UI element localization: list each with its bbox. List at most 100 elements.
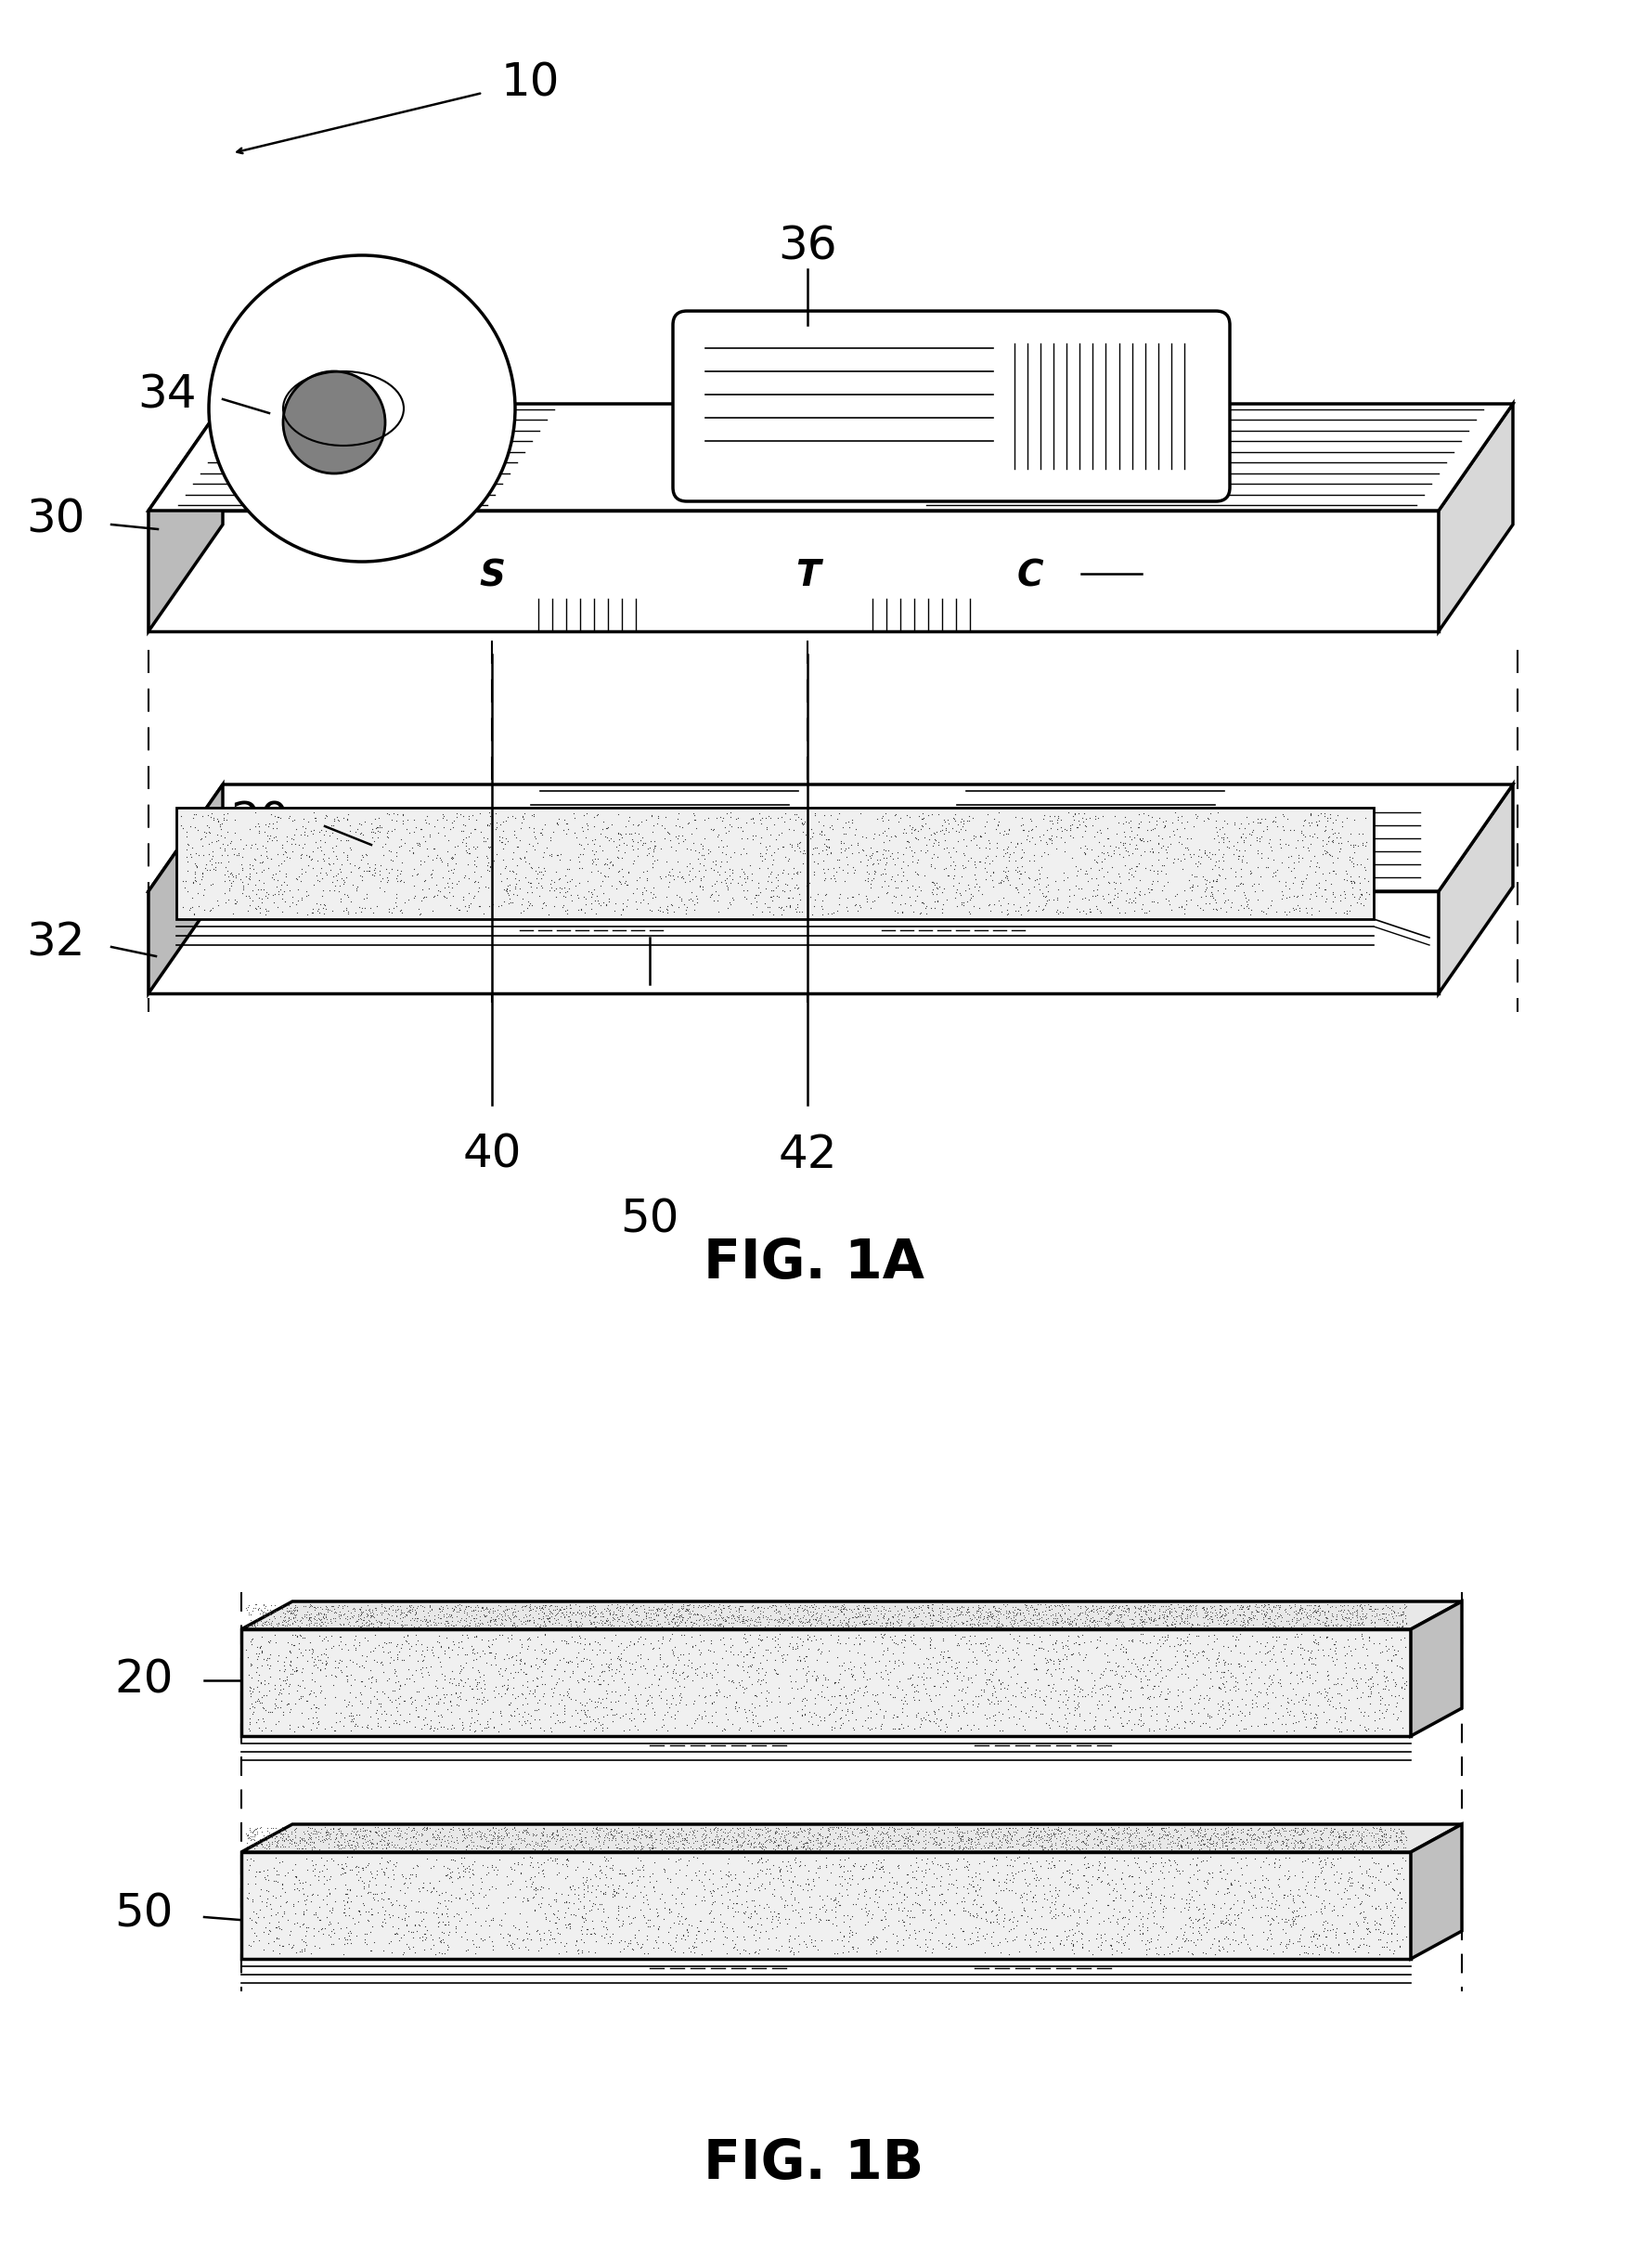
Point [484, 1851, 510, 1887]
Point [1140, 1588, 1166, 1624]
Point [1288, 1821, 1314, 1857]
Point [1307, 1821, 1333, 1857]
Point [677, 1810, 703, 1846]
Point [641, 1844, 667, 1880]
Point [597, 1814, 624, 1851]
Point [1135, 1812, 1161, 1848]
Point [790, 1683, 816, 1719]
Point [516, 1916, 542, 1953]
Point [254, 1819, 280, 1855]
Point [539, 1678, 565, 1715]
Point [1283, 1810, 1309, 1846]
Point [690, 1812, 716, 1848]
Point [700, 1606, 726, 1642]
Point [928, 1701, 954, 1737]
Point [720, 880, 746, 916]
Point [327, 850, 353, 887]
Point [570, 1812, 596, 1848]
Point [511, 1599, 537, 1635]
Point [737, 1826, 764, 1862]
Point [827, 1606, 853, 1642]
Point [1004, 1823, 1031, 1860]
Point [296, 1819, 322, 1855]
Point [199, 891, 225, 928]
Point [646, 891, 672, 928]
Point [484, 1599, 510, 1635]
Point [744, 1590, 770, 1626]
Point [311, 887, 337, 923]
Point [524, 1826, 550, 1862]
Point [1291, 1694, 1317, 1730]
Point [772, 1887, 798, 1923]
Point [1110, 1898, 1136, 1935]
Point [580, 1887, 606, 1923]
Point [817, 1617, 843, 1653]
Point [1280, 1878, 1306, 1914]
Point [467, 1601, 493, 1637]
Point [1026, 1817, 1052, 1853]
Point [737, 1812, 764, 1848]
Point [511, 1588, 537, 1624]
Point [1169, 826, 1195, 862]
Point [1032, 1601, 1058, 1637]
Point [1262, 1597, 1288, 1633]
Point [824, 1935, 850, 1971]
Point [798, 1823, 824, 1860]
Point [798, 1622, 824, 1658]
Point [1074, 862, 1101, 898]
Point [1021, 1860, 1047, 1896]
Point [1301, 1819, 1327, 1855]
Point [1350, 1594, 1376, 1631]
Point [851, 1669, 877, 1706]
Point [869, 1814, 895, 1851]
Point [500, 1810, 526, 1846]
Point [591, 1662, 617, 1699]
Point [946, 1819, 972, 1855]
Point [581, 1603, 607, 1640]
Point [567, 1685, 593, 1721]
Point [565, 1594, 591, 1631]
Point [1281, 1814, 1307, 1851]
Point [1138, 1921, 1164, 1957]
Point [480, 1601, 506, 1637]
Point [661, 1603, 687, 1640]
Point [664, 1608, 690, 1644]
Point [1200, 875, 1226, 912]
Point [568, 1692, 594, 1728]
Point [630, 1647, 656, 1683]
Point [501, 1592, 527, 1628]
Point [983, 1633, 1009, 1669]
Point [264, 1864, 290, 1901]
Point [1166, 1597, 1192, 1633]
Point [1164, 1932, 1190, 1969]
Point [974, 1708, 1000, 1744]
Point [1084, 1594, 1110, 1631]
Point [344, 1848, 370, 1885]
Point [1180, 1812, 1206, 1848]
Point [197, 814, 223, 850]
Point [474, 1597, 500, 1633]
Point [374, 794, 400, 830]
Point [1184, 1812, 1210, 1848]
Point [653, 1830, 679, 1867]
Point [540, 814, 567, 850]
Point [1315, 855, 1341, 891]
Point [991, 1901, 1018, 1937]
Point [457, 1821, 484, 1857]
Point [352, 1817, 378, 1853]
Point [825, 848, 851, 885]
Point [537, 1916, 563, 1953]
Point [1123, 1649, 1149, 1685]
Point [1322, 814, 1348, 850]
Point [1140, 1588, 1166, 1624]
Point [352, 1812, 378, 1848]
Point [964, 1601, 990, 1637]
Point [313, 1651, 339, 1687]
Point [1353, 1812, 1379, 1848]
Point [459, 1867, 485, 1903]
Point [1149, 1817, 1175, 1853]
Point [1366, 1905, 1392, 1941]
Point [1019, 1910, 1045, 1946]
Point [550, 1599, 576, 1635]
Point [438, 1882, 464, 1919]
